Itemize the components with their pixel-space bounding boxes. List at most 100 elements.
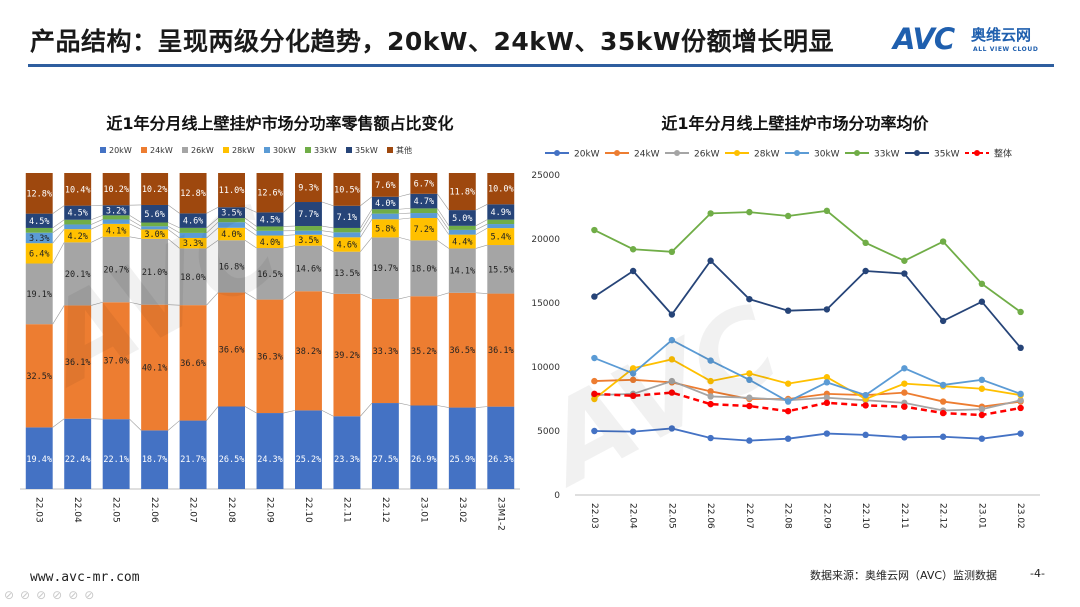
data-point [823,207,831,215]
x-tick-label: 22.10 [303,497,313,523]
bar-segment [64,305,92,419]
bar-segment [410,405,438,489]
y-tick-label: 0 [554,491,560,501]
footer-url[interactable]: www.avc-mr.com [30,570,140,585]
data-label: 26.9% [411,455,437,465]
bar-segment [102,302,130,420]
series-connector [360,196,373,207]
data-point [901,257,908,264]
bar-segment [141,229,169,239]
y-tick-label: 25000 [531,171,560,181]
series-connector [475,227,488,235]
series-connector [52,228,65,244]
series-connector [321,201,334,207]
series-connector [398,295,411,300]
bar-segment [410,296,438,406]
series-connector [206,221,219,234]
data-point [1017,404,1024,412]
data-label: 20.7% [103,266,129,276]
data-point [784,435,792,442]
data-point [629,365,637,372]
legend-label: 35kW [355,146,378,155]
legend-swatch [346,147,352,153]
data-label: 7.1% [337,213,357,223]
slideshow-controls[interactable]: ⊘⊘⊘⊘⊘⊘ [4,588,101,602]
data-label: 10.2% [142,185,168,195]
data-point [591,395,598,403]
series-connector [398,217,411,220]
bar-segment [256,212,284,227]
page-title: 产品结构：呈现两级分化趋势，20kW、24kW、35kW份额增长明显 [30,27,834,56]
data-label: 6.7% [414,179,434,189]
stacked-share-chart: 20kW 24kW 26kW 28kW 30kW 33kW 35kW 其他 22.03 22.04… [20,145,520,531]
series-connector [283,410,296,414]
bar-segment [333,293,361,417]
legend-label: 整体 [994,148,1012,160]
bar-segment [448,407,476,489]
bar-segment [218,240,245,293]
series-connector [283,290,296,300]
series-connector [437,193,450,211]
data-point [746,402,753,410]
data-label: 20.1% [65,270,91,280]
series-connector [437,405,449,408]
data-label: 12.8% [180,189,206,199]
bar-segment [410,218,438,241]
bar-segment [218,207,245,219]
x-tick-label: 22.04 [72,497,82,523]
bar-segment [410,193,438,209]
legend-swatch [305,147,311,153]
bar-segment [64,242,92,306]
x-tick-label: 22.07 [188,497,198,523]
data-point [591,293,598,300]
data-label: 16.5% [257,270,283,280]
data-label: 23.3% [334,455,360,465]
y-tick-label: 10000 [531,363,560,373]
data-point [746,208,753,216]
data-point [978,280,986,287]
legend-label: 24kW [150,146,173,155]
data-point [629,376,637,383]
data-label: 36.6% [180,359,206,369]
x-tick-label: 22.09 [821,503,831,529]
data-label: 36.5% [450,346,476,356]
series-connector [360,293,373,300]
legend-label: 28kW [232,146,255,155]
legend-marker [974,150,980,156]
series-connector [244,292,257,300]
series-connector [360,209,373,229]
x-tick-label: 23.01 [976,503,986,529]
legend-marker [554,150,560,156]
legend-marker [794,150,800,156]
data-point [862,431,869,439]
bar-segment [25,427,53,489]
bar-segment [141,304,169,431]
data-point [629,246,637,253]
series-connector [321,410,334,417]
series-connector [437,217,450,235]
data-label: 4.1% [106,226,126,236]
data-label: 4.9% [491,208,511,218]
series-line [594,378,1021,408]
right-chart-title: 近1年分月线上壁挂炉市场分功率均价 [661,114,929,133]
bar-segment [141,222,169,227]
legend-swatch [141,147,147,153]
data-label: 18.7% [142,455,168,465]
legend-marker [614,150,620,156]
x-tick-label: 22.05 [666,503,676,529]
legend-marker [914,150,920,156]
bar-segment [487,293,515,407]
data-label: 3.5% [221,209,241,219]
data-point [629,370,637,377]
x-tick-label: 22.12 [380,497,390,523]
data-point [1017,430,1024,437]
bar-segment [64,205,92,220]
bar-segment [448,229,476,235]
series-line [593,358,1021,400]
data-point [591,390,598,398]
data-label: 22.1% [103,455,129,465]
legend-label: 30kW [814,150,840,160]
data-point [939,317,947,325]
bar-segment [179,420,207,489]
bar-segment [410,240,438,297]
